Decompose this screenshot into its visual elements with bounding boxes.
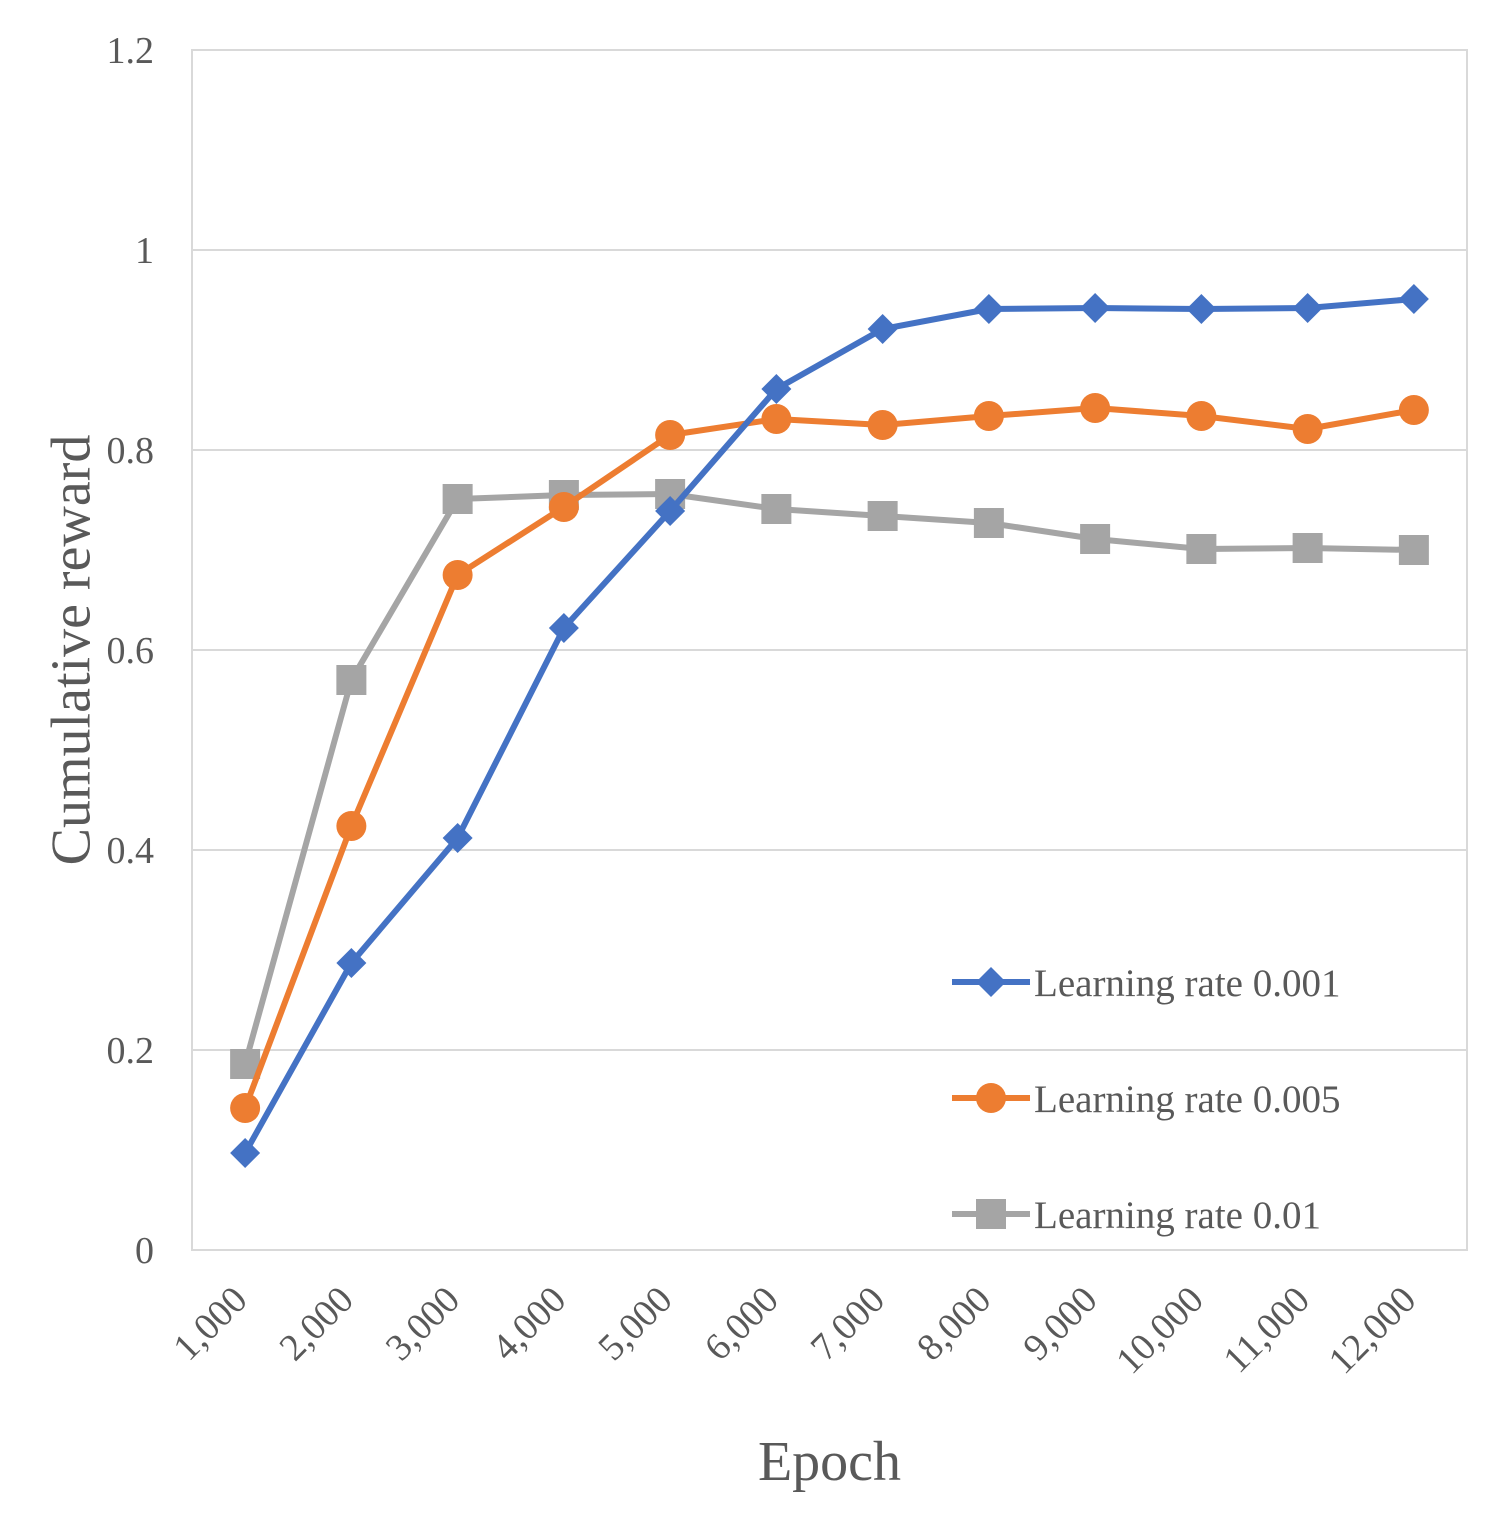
legend-item: Learning rate 0.01 [952, 1194, 1321, 1237]
legend-item: Learning rate 0.005 [952, 1078, 1340, 1121]
x-tick-label: 10,000 [1108, 1279, 1212, 1383]
legend: Learning rate 0.001 Learning rate 0.005 Le… [952, 962, 1340, 1237]
data-point [442, 484, 473, 514]
data-point [230, 1093, 261, 1123]
data-point [973, 401, 1004, 431]
data-point [336, 665, 367, 695]
data-point [1080, 293, 1111, 323]
data-point [1398, 284, 1429, 314]
y-tick-label: 0.6 [107, 630, 155, 672]
data-point [442, 560, 473, 590]
data-point [1292, 414, 1323, 444]
data-point [867, 410, 898, 440]
x-tick-label: 3,000 [378, 1279, 468, 1369]
y-tick-label: 1 [135, 230, 154, 272]
data-point [761, 404, 792, 434]
series-line [242, 405, 1417, 1111]
data-point [1398, 535, 1429, 565]
series-line [242, 296, 1417, 1156]
y-tick-label: 0.4 [107, 830, 155, 872]
data-point [1080, 524, 1111, 554]
y-axis-title: Cumulative reward [41, 435, 103, 866]
data-point [761, 494, 792, 524]
data-point [1292, 533, 1323, 563]
x-axis-title: Epoch [758, 1431, 901, 1493]
data-point [1186, 534, 1217, 564]
y-axis-ticks: 0 0.2 0.4 0.6 0.8 1 1.2 [107, 30, 155, 1272]
data-point [655, 496, 686, 526]
x-tick-label: 5,000 [590, 1279, 680, 1369]
data-point [973, 508, 1004, 538]
data-point [230, 1138, 261, 1168]
data-point [867, 501, 898, 531]
data-point [336, 811, 367, 841]
y-tick-label: 0.2 [107, 1030, 155, 1072]
data-point [336, 948, 367, 978]
data-point [548, 613, 579, 643]
series-group [230, 284, 1429, 1168]
series-3 [230, 479, 1429, 1079]
legend-label: Learning rate 0.001 [1034, 962, 1340, 1005]
series-line [242, 491, 1417, 1067]
x-tick-label: 6,000 [697, 1279, 787, 1369]
x-tick-label: 12,000 [1321, 1279, 1425, 1383]
x-tick-label: 4,000 [484, 1279, 574, 1369]
y-tick-label: 0.8 [107, 430, 155, 472]
data-point [442, 823, 473, 853]
data-point [1080, 393, 1111, 423]
data-point [655, 420, 686, 450]
data-point [548, 492, 579, 522]
x-tick-label: 8,000 [909, 1279, 999, 1369]
x-tick-label: 9,000 [1015, 1279, 1105, 1369]
y-tick-label: 1.2 [107, 30, 155, 72]
series-1 [230, 284, 1429, 1168]
data-point [1186, 401, 1217, 431]
legend-label: Learning rate 0.005 [1034, 1078, 1340, 1121]
series-2 [230, 393, 1429, 1123]
data-point [973, 294, 1004, 324]
x-tick-label: 11,000 [1215, 1279, 1318, 1382]
x-tick-label: 1,000 [165, 1279, 255, 1369]
legend-label: Learning rate 0.01 [1034, 1194, 1321, 1237]
data-point [867, 314, 898, 344]
legend-marker [976, 1083, 1006, 1113]
data-point [1186, 294, 1217, 324]
legend-marker [976, 967, 1006, 997]
x-tick-label: 7,000 [803, 1279, 893, 1369]
data-point [761, 374, 792, 404]
data-point [1398, 395, 1429, 425]
gridlines [192, 249, 1467, 1051]
x-tick-label: 2,000 [272, 1279, 362, 1369]
data-point [1292, 293, 1323, 323]
legend-marker [976, 1199, 1006, 1229]
legend-item: Learning rate 0.001 [952, 962, 1340, 1005]
x-axis-ticks: 1,000 2,000 3,000 4,000 5,000 6,000 7,000 8,000… [165, 1279, 1424, 1383]
y-tick-label: 0 [135, 1230, 154, 1272]
plot-area-border [191, 49, 1468, 1251]
